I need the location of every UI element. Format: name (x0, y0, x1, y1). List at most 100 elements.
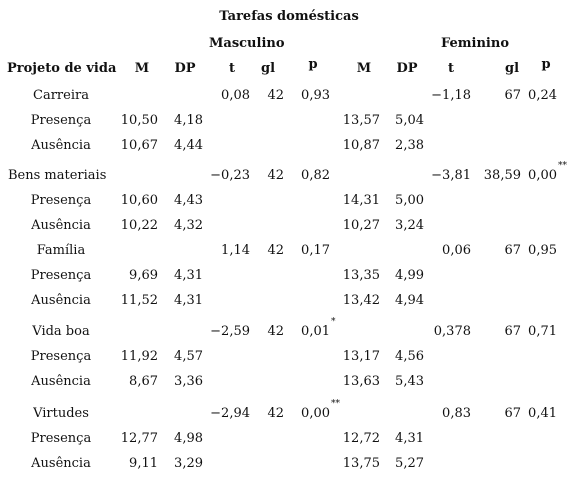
cell-m-dp: 4,32 (174, 218, 203, 233)
cell-f-gl: 67 (504, 406, 521, 421)
cell-m-mean: 12,77 (120, 431, 158, 446)
cell-f-mean: 13,17 (342, 349, 380, 364)
cell-f-gl: 67 (504, 88, 521, 103)
row-label-sub: Ausência (31, 218, 91, 233)
cell-f-dp: 3,24 (395, 218, 424, 233)
cell-f-t: −1,18 (431, 88, 471, 103)
cell-f-gl: 67 (504, 324, 521, 339)
cell-m-mean: 8,67 (129, 374, 158, 389)
cell-m-gl: 42 (267, 88, 284, 103)
cell-m-mean: 9,69 (129, 268, 158, 283)
col-header-m-dp: DP (174, 61, 196, 76)
cell-m-p: 0,01 (301, 324, 330, 339)
cell-f-dp: 4,56 (395, 349, 424, 364)
cell-f-gl: 38,59 (483, 168, 521, 183)
cell-f-mean: 13,57 (342, 113, 380, 128)
cell-m-dp: 4,31 (174, 293, 203, 308)
row-label-sub: Presença (30, 431, 92, 446)
cell-f-p: 0,00 (528, 168, 557, 183)
cell-m-mean: 10,22 (120, 218, 158, 233)
cell-m-gl: 42 (267, 324, 284, 339)
cell-m-dp: 4,31 (174, 268, 203, 283)
cell-f-dp: 2,38 (395, 138, 424, 153)
cell-m-gl: 42 (267, 168, 284, 183)
cell-m-gl: 42 (267, 406, 284, 421)
col-header-f-mean: M (356, 61, 372, 76)
cell-f-p: 0,71 (528, 324, 557, 339)
cell-f-mean: 13,35 (342, 268, 380, 283)
cell-f-dp: 5,00 (395, 193, 424, 208)
cell-f-dp: 4,94 (395, 293, 424, 308)
cell-f-mean: 10,27 (342, 218, 380, 233)
significance-marker: * (331, 317, 336, 327)
cell-m-dp: 4,43 (174, 193, 203, 208)
cell-m-mean: 10,60 (120, 193, 158, 208)
col-header-f-gl: gl (504, 61, 520, 76)
col-header-m-gl: gl (260, 61, 276, 76)
cell-f-t: −3,81 (431, 168, 471, 183)
table-title: Tarefas domésticas (219, 9, 359, 24)
row-label-sub: Presença (30, 193, 92, 208)
cell-m-dp: 3,36 (174, 374, 203, 389)
cell-f-dp: 4,31 (395, 431, 424, 446)
row-label-sub: Ausência (31, 374, 91, 389)
row-label-sub: Ausência (31, 456, 91, 471)
col-header-f-t: t (447, 61, 454, 76)
cell-f-p: 0,95 (528, 243, 557, 258)
cell-m-t: 0,08 (221, 88, 250, 103)
cell-f-mean: 10,87 (342, 138, 380, 153)
cell-m-t: −2,59 (210, 324, 250, 339)
cell-f-dp: 5,04 (395, 113, 424, 128)
cell-f-mean: 14,31 (342, 193, 380, 208)
cell-f-t: 0,83 (442, 406, 471, 421)
significance-marker: ** (558, 161, 567, 171)
cell-m-p: 0,82 (301, 168, 330, 183)
cell-f-mean: 12,72 (342, 431, 380, 446)
cell-m-t: 1,14 (221, 243, 250, 258)
cell-m-mean: 9,11 (129, 456, 158, 471)
cell-f-t: 0,06 (442, 243, 471, 258)
cell-m-p: 0,17 (301, 243, 330, 258)
row-label-category: Bens materiais (8, 168, 107, 183)
col-header-projeto: Projeto de vida (7, 61, 117, 76)
cell-m-dp: 4,57 (174, 349, 203, 364)
col-header-m-t: t (228, 61, 235, 76)
row-label-sub: Presença (30, 349, 92, 364)
cell-f-dp: 5,27 (395, 456, 424, 471)
row-label-sub: Presença (30, 113, 92, 128)
cell-f-mean: 13,63 (342, 374, 380, 389)
col-header-f-dp: DP (396, 61, 418, 76)
cell-m-t: −0,23 (210, 168, 250, 183)
group-header-male: Masculino (209, 36, 285, 51)
cell-m-dp: 4,98 (174, 431, 203, 446)
cell-f-p: 0,41 (528, 406, 557, 421)
significance-marker: ** (331, 399, 340, 409)
cell-f-t: 0,378 (433, 324, 471, 339)
cell-f-mean: 13,42 (342, 293, 380, 308)
cell-m-p: 0,00 (301, 406, 330, 421)
cell-f-dp: 5,43 (395, 374, 424, 389)
cell-m-dp: 4,18 (174, 113, 203, 128)
row-label-sub: Presença (30, 268, 92, 283)
cell-m-gl: 42 (267, 243, 284, 258)
row-label-category: Carreira (33, 88, 89, 103)
group-header-female: Feminino (441, 36, 509, 51)
col-header-f-p: p (541, 57, 551, 72)
row-label-category: Vida boa (32, 324, 90, 339)
row-label-sub: Ausência (31, 293, 91, 308)
cell-m-mean: 11,92 (120, 349, 158, 364)
row-label-sub: Ausência (31, 138, 91, 153)
cell-m-dp: 3,29 (174, 456, 203, 471)
cell-m-mean: 10,67 (120, 138, 158, 153)
col-header-m-mean: M (134, 61, 150, 76)
cell-f-dp: 4,99 (395, 268, 424, 283)
cell-m-mean: 10,50 (120, 113, 158, 128)
cell-m-mean: 11,52 (120, 293, 158, 308)
cell-f-gl: 67 (504, 243, 521, 258)
row-label-category: Virtudes (33, 406, 89, 421)
row-label-category: Família (36, 243, 86, 258)
cell-m-p: 0,93 (301, 88, 330, 103)
col-header-m-p: p (308, 57, 318, 72)
cell-m-t: −2,94 (210, 406, 250, 421)
cell-f-p: 0,24 (528, 88, 557, 103)
